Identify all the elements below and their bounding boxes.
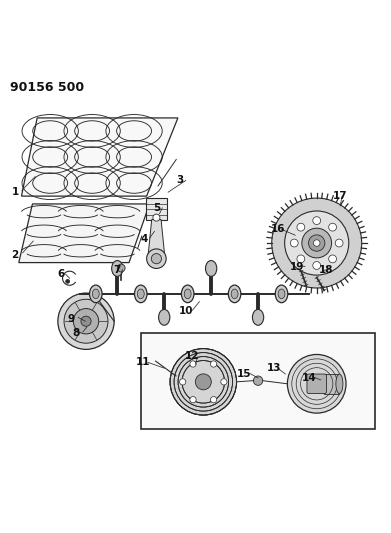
Circle shape — [147, 249, 166, 269]
Circle shape — [66, 279, 70, 284]
Circle shape — [313, 262, 321, 269]
Text: 18: 18 — [319, 265, 334, 276]
Text: 13: 13 — [266, 363, 281, 373]
Circle shape — [210, 361, 217, 367]
Text: 12: 12 — [184, 351, 199, 361]
Ellipse shape — [90, 285, 102, 303]
Text: 17: 17 — [333, 191, 348, 201]
Circle shape — [253, 376, 263, 385]
Circle shape — [74, 309, 99, 334]
Ellipse shape — [137, 289, 144, 298]
Text: 9: 9 — [68, 314, 75, 324]
Circle shape — [308, 235, 325, 251]
Circle shape — [64, 300, 108, 343]
Text: 16: 16 — [270, 224, 285, 235]
Circle shape — [170, 349, 237, 415]
Circle shape — [314, 240, 320, 246]
Circle shape — [297, 223, 305, 231]
Ellipse shape — [275, 285, 288, 303]
Circle shape — [287, 354, 346, 413]
Ellipse shape — [278, 289, 285, 298]
Bar — [324, 374, 339, 393]
Circle shape — [196, 374, 211, 390]
Text: 7: 7 — [113, 265, 120, 276]
Text: 3: 3 — [176, 175, 183, 185]
Circle shape — [221, 379, 227, 385]
Polygon shape — [148, 220, 165, 259]
Circle shape — [329, 255, 337, 263]
Polygon shape — [19, 204, 150, 263]
Circle shape — [153, 214, 160, 221]
Text: 11: 11 — [135, 357, 150, 367]
Circle shape — [302, 228, 332, 258]
Text: 10: 10 — [178, 306, 193, 317]
Circle shape — [151, 254, 161, 264]
Ellipse shape — [159, 310, 170, 325]
Circle shape — [179, 379, 186, 385]
Bar — [146, 198, 167, 220]
Ellipse shape — [206, 261, 217, 277]
Circle shape — [297, 255, 305, 263]
Text: 14: 14 — [301, 373, 316, 383]
Circle shape — [190, 361, 196, 367]
Text: 6: 6 — [57, 269, 64, 279]
Circle shape — [285, 211, 349, 275]
Ellipse shape — [253, 310, 264, 325]
Circle shape — [117, 264, 125, 272]
Circle shape — [272, 198, 362, 288]
Circle shape — [291, 239, 298, 247]
FancyBboxPatch shape — [307, 374, 326, 393]
Text: 4: 4 — [141, 234, 148, 244]
Circle shape — [210, 397, 217, 403]
Circle shape — [335, 239, 343, 247]
Ellipse shape — [228, 285, 241, 303]
Polygon shape — [22, 118, 178, 196]
Text: 19: 19 — [290, 262, 304, 271]
Text: 5: 5 — [153, 203, 160, 213]
Ellipse shape — [112, 261, 123, 277]
Circle shape — [329, 223, 337, 231]
Bar — [141, 333, 375, 429]
Ellipse shape — [231, 289, 238, 298]
Ellipse shape — [336, 374, 343, 393]
Text: 1: 1 — [12, 187, 19, 197]
Circle shape — [190, 397, 196, 403]
Ellipse shape — [135, 285, 147, 303]
Text: 2: 2 — [11, 250, 18, 260]
Circle shape — [81, 316, 91, 326]
Circle shape — [313, 217, 321, 224]
Ellipse shape — [184, 289, 191, 298]
Text: 90156 500: 90156 500 — [10, 81, 84, 94]
Ellipse shape — [181, 285, 194, 303]
Text: 15: 15 — [237, 369, 252, 379]
Ellipse shape — [92, 289, 99, 298]
Text: 8: 8 — [73, 328, 80, 338]
Circle shape — [58, 293, 114, 350]
